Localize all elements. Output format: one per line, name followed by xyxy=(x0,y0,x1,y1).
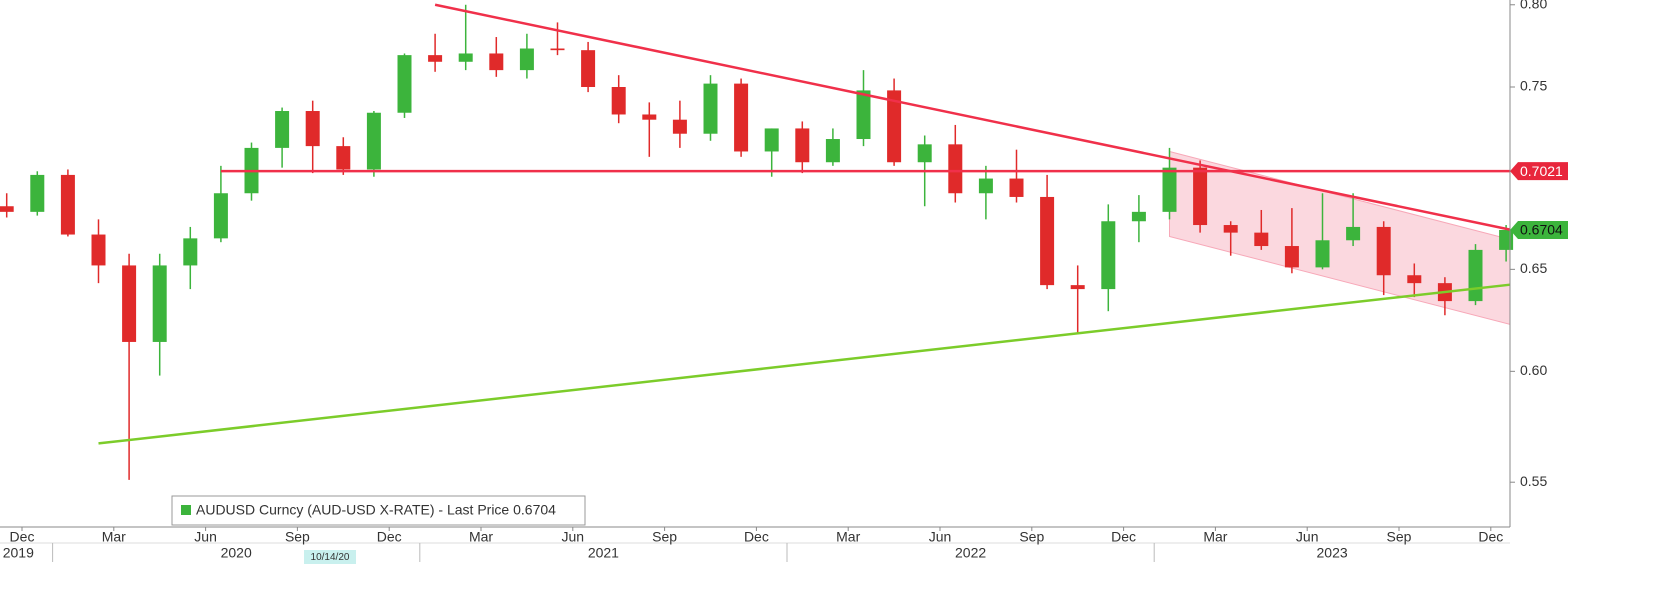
y-tick-label: 0.65 xyxy=(1520,260,1547,276)
candle-body xyxy=(978,178,993,194)
x-tick-label: Dec xyxy=(377,529,402,545)
candle-body xyxy=(213,193,228,239)
candle-body xyxy=(397,55,412,113)
x-tick-label: Dec xyxy=(1111,529,1136,545)
year-label: 2019 xyxy=(3,545,34,561)
candle-body xyxy=(1162,167,1177,212)
y-tick-label: 0.60 xyxy=(1520,362,1547,378)
candle-body xyxy=(1346,226,1361,241)
x-tick-label: Dec xyxy=(10,529,35,545)
candle-body xyxy=(856,90,871,140)
candle-body xyxy=(1131,211,1146,222)
candle-body xyxy=(30,174,45,212)
x-tick-label: Mar xyxy=(469,529,493,545)
x-tick-label: Sep xyxy=(1019,529,1044,545)
price-label: 0.7021 xyxy=(1520,163,1563,179)
candle-body xyxy=(795,128,810,163)
x-tick-label: Sep xyxy=(285,529,310,545)
candle-body xyxy=(183,238,198,266)
price-label-box xyxy=(1510,162,1568,181)
year-label: 2023 xyxy=(1317,545,1348,561)
candle-body xyxy=(1070,285,1085,290)
candle-body xyxy=(1376,226,1391,276)
legend-label: AUDUSD Curncy (AUD-USD X-RATE) - Last Pr… xyxy=(196,502,556,518)
year-label: 2022 xyxy=(955,545,986,561)
candle-body xyxy=(1193,167,1208,226)
candle-body xyxy=(825,139,840,163)
y-tick-label: 0.80 xyxy=(1520,0,1547,11)
candle-body xyxy=(703,83,718,134)
candle-body xyxy=(489,53,504,71)
x-tick-label: Dec xyxy=(744,529,769,545)
candle-body xyxy=(550,48,565,51)
x-tick-label: Mar xyxy=(836,529,860,545)
candle-body xyxy=(1009,178,1024,197)
candle-body xyxy=(458,53,473,62)
trend-line xyxy=(434,3,1511,231)
channel-band xyxy=(1169,150,1511,326)
x-tick-label: Jun xyxy=(562,529,585,545)
candle-body xyxy=(917,144,932,163)
candle-body xyxy=(275,111,290,148)
candle-body xyxy=(764,128,779,152)
candle-body xyxy=(428,55,443,62)
y-tick-label: 0.55 xyxy=(1520,473,1547,489)
legend-swatch xyxy=(181,505,191,515)
candle-body xyxy=(91,234,106,266)
candle-body xyxy=(642,114,657,120)
candle-body xyxy=(1407,275,1422,284)
candle-body xyxy=(611,87,626,115)
candle-body xyxy=(672,119,687,134)
plot-area xyxy=(0,3,1514,480)
cursor-label-box xyxy=(304,550,356,564)
candle-body xyxy=(1223,225,1238,233)
candle-body xyxy=(305,111,320,147)
candle-body xyxy=(1284,246,1299,268)
candle-body xyxy=(336,146,351,170)
candle-body xyxy=(1315,240,1330,268)
x-tick-label: Jun xyxy=(1296,529,1319,545)
x-tick-label: Dec xyxy=(1478,529,1503,545)
x-tick-label: Sep xyxy=(652,529,677,545)
candle-body xyxy=(0,206,14,212)
x-tick-label: Mar xyxy=(1203,529,1227,545)
candle-body xyxy=(519,48,534,71)
trend-line xyxy=(98,283,1511,445)
candle-body xyxy=(60,174,75,235)
cursor-label: 10/14/20 xyxy=(311,552,350,563)
price-label-box xyxy=(1510,220,1568,239)
x-tick-label: Sep xyxy=(1387,529,1412,545)
x-tick-label: Mar xyxy=(102,529,126,545)
y-tick-label: 0.75 xyxy=(1520,78,1547,94)
candle-body xyxy=(152,265,167,342)
legend-box xyxy=(171,495,586,526)
price-label: 0.6704 xyxy=(1520,222,1563,238)
candle-body xyxy=(1040,196,1055,286)
candle-body xyxy=(1499,229,1514,250)
x-tick-label: Jun xyxy=(929,529,952,545)
x-tick-label: Jun xyxy=(194,529,217,545)
candle-body xyxy=(948,144,963,194)
candle-body xyxy=(581,50,596,88)
candle-body xyxy=(887,90,902,163)
candle-body xyxy=(366,112,381,170)
year-label: 2020 xyxy=(221,545,252,561)
year-label: 2021 xyxy=(588,545,619,561)
candle-body xyxy=(1468,249,1483,302)
candle-body xyxy=(734,83,749,152)
candle-body xyxy=(1101,221,1116,290)
candle-body xyxy=(122,265,137,342)
candle-body xyxy=(1254,232,1269,247)
